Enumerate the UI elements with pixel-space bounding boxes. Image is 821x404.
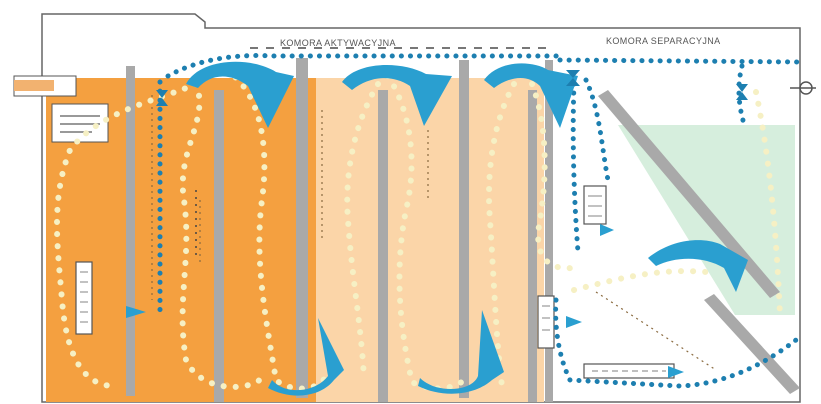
aeration-dots: [157, 53, 803, 389]
air-dots: [583, 77, 611, 183]
flow-arrow-icon: [268, 318, 344, 396]
air-dots: [553, 297, 799, 389]
instrument-box: [75, 261, 93, 335]
outlet-arrow-icon: [790, 81, 816, 95]
instrument-box-lines: [80, 195, 666, 372]
flow-arrow-icon: [600, 224, 614, 236]
flow-arrow-icon: [126, 306, 146, 318]
air-dots: [557, 57, 803, 65]
baffle: [214, 90, 224, 402]
valve-icon: [736, 84, 748, 100]
instrument-box: [583, 185, 607, 225]
valve-icon: [156, 90, 168, 106]
baffle-diagonal: [598, 90, 780, 298]
sludge-dots: [54, 81, 199, 389]
baffles: [126, 58, 800, 402]
flow-arrows: [126, 61, 748, 396]
sludge-dots: [571, 268, 709, 293]
sludge-dots: [753, 89, 783, 319]
baffle: [545, 60, 553, 402]
air-dots: [736, 63, 747, 127]
sludge-circulation: [54, 67, 783, 392]
sludge-dots: [529, 81, 575, 272]
flow-arrow-icon: [566, 316, 582, 328]
flow-arrow-icon: [648, 240, 748, 292]
flow-arrow-icon: [418, 310, 504, 394]
label-activation-chamber: KOMORA AKTYWACYJNA: [280, 38, 396, 48]
instrument-boxes: [75, 185, 675, 379]
baffle: [126, 66, 135, 396]
valve-icon: [566, 70, 580, 86]
sludge-dots: [179, 81, 265, 390]
flow-arrow-icon: [342, 64, 452, 126]
baffle: [528, 90, 537, 402]
baffle: [459, 60, 469, 398]
zone-activation: [316, 78, 544, 402]
baffle: [378, 90, 388, 402]
sludge-dots: [385, 73, 469, 392]
baffle-diagonal: [704, 294, 800, 394]
flow-arrow-icon: [186, 61, 294, 129]
label-separation-chamber: KOMORA SEPARACYJNA: [606, 36, 721, 46]
air-dots: [570, 81, 581, 255]
flow-arrow-icon: [668, 366, 684, 378]
sludge-dots: [223, 67, 329, 392]
baffle: [296, 58, 308, 398]
instrument-box: [537, 295, 555, 349]
valve-icons: [156, 70, 748, 106]
inlet-pipe: [14, 80, 54, 91]
fine-dotted-lines: [151, 95, 717, 371]
flow-arrow-icon: [484, 63, 578, 128]
